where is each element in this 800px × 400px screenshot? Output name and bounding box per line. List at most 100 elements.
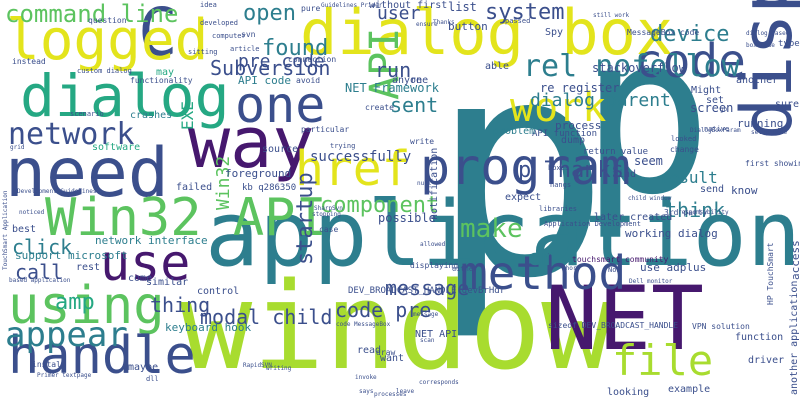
cloud-word: child window bbox=[628, 195, 672, 202]
cloud-word: looking bbox=[607, 387, 650, 398]
cloud-word: p bbox=[580, 0, 713, 243]
cloud-word: API code bbox=[238, 74, 291, 87]
cloud-word: C bbox=[138, 0, 178, 71]
cloud-word: button bbox=[448, 20, 488, 33]
cloud-word: functionality bbox=[130, 76, 193, 85]
cloud-word: message bbox=[413, 311, 439, 318]
cloud-word: best bbox=[12, 224, 37, 235]
cloud-word: rel nofollow bbox=[523, 49, 740, 84]
cloud-word: install bbox=[32, 360, 66, 369]
cloud-word: run bbox=[375, 58, 412, 82]
cloud-word: network interface bbox=[95, 234, 208, 247]
cloud-word: open bbox=[243, 1, 296, 26]
cloud-word: Might bbox=[691, 85, 722, 96]
cloud-word: em bbox=[528, 246, 555, 271]
cloud-word: failed bbox=[176, 182, 213, 193]
cloud-word: libraries bbox=[539, 205, 577, 213]
cloud-word: keyboard hook bbox=[165, 321, 252, 334]
cloud-word: sure bbox=[775, 99, 800, 110]
cloud-word: program bbox=[420, 138, 631, 196]
cloud-word: change bbox=[670, 145, 699, 154]
cloud-word: source bbox=[262, 144, 299, 155]
cloud-word: running bbox=[737, 117, 784, 130]
cloud-word: p bbox=[430, 0, 611, 344]
cloud-word: scan bbox=[420, 337, 435, 344]
cloud-word: find bbox=[612, 169, 637, 180]
cloud-word: anyone bbox=[392, 75, 429, 86]
cloud-word: re bbox=[410, 75, 423, 86]
cloud-word: first showing bbox=[745, 159, 800, 168]
cloud-word: crashes bbox=[130, 110, 173, 121]
cloud-word: know bbox=[731, 184, 758, 197]
cloud-word: touchsmart community bbox=[572, 255, 669, 264]
cloud-word: window bbox=[180, 258, 614, 397]
cloud-word: dialog based bbox=[746, 30, 790, 37]
cloud-word: create bbox=[365, 103, 394, 112]
cloud-word: dll bbox=[146, 375, 159, 383]
cloud-word: command line bbox=[5, 0, 179, 28]
cloud-word: kb q286350 bbox=[242, 183, 297, 193]
cloud-word: pre code bbox=[238, 51, 325, 72]
cloud-word: TouchSmart Application bbox=[2, 190, 9, 270]
cloud-word: NET bbox=[545, 267, 704, 370]
cloud-word: short bbox=[562, 265, 581, 272]
cloud-word: href bbox=[295, 141, 411, 197]
cloud-word: HP TouchSmart bbox=[766, 242, 775, 305]
cloud-word: sent bbox=[390, 93, 439, 117]
cloud-word: type bbox=[778, 39, 800, 49]
cloud-word: problem bbox=[493, 126, 536, 137]
cloud-word: Development Guidelines bbox=[17, 188, 97, 195]
cloud-word: invoke bbox=[355, 374, 377, 381]
cloud-word: DialogBoxParam bbox=[690, 127, 741, 134]
cloud-word: corresponds bbox=[419, 379, 459, 386]
cloud-word: return value bbox=[583, 147, 649, 157]
cloud-word: writing bbox=[266, 365, 292, 372]
cloud-word: boxes bbox=[548, 164, 570, 172]
cloud-word: Guidelines Primer bbox=[321, 2, 383, 9]
cloud-word: trying bbox=[330, 142, 356, 150]
cloud-word: p Thanks bbox=[518, 158, 624, 183]
cloud-word: ensure bbox=[416, 21, 438, 28]
cloud-word: Subversion bbox=[210, 56, 331, 80]
cloud-word: particular bbox=[301, 125, 350, 134]
cloud-word: computer bbox=[212, 32, 246, 40]
cloud-word: API function bbox=[532, 129, 598, 139]
cloud-word: based application bbox=[9, 277, 71, 284]
cloud-word: want bbox=[380, 353, 405, 364]
cloud-word: system bbox=[485, 0, 565, 25]
cloud-word: custom dialog bbox=[77, 67, 132, 75]
cloud-word: without first bbox=[369, 0, 448, 11]
cloud-word: seem bbox=[634, 154, 663, 168]
cloud-word: stackoverflow bbox=[592, 61, 686, 75]
cloud-word: noticed bbox=[19, 209, 45, 216]
cloud-word: sizeof DEV_BROADCAST_HANDLE bbox=[548, 321, 679, 330]
cloud-word: list bbox=[448, 0, 477, 14]
cloud-word: 3rd party bbox=[664, 208, 708, 217]
cloud-word: scenario bbox=[70, 110, 104, 118]
cloud-word: network bbox=[8, 117, 135, 152]
cloud-word: support microsoft bbox=[15, 249, 128, 262]
cloud-word: passed bbox=[505, 17, 531, 25]
cloud-word: expect bbox=[505, 192, 542, 203]
cloud-word: stopping bbox=[312, 211, 341, 218]
cloud-word: EXE bbox=[178, 101, 197, 130]
cloud-word: grid bbox=[10, 144, 25, 151]
cloud-word: successfully bbox=[310, 149, 412, 165]
cloud-word: Application Development bbox=[544, 220, 641, 228]
cloud-word: notification bbox=[429, 147, 440, 220]
cloud-word: MessageBox code bbox=[627, 28, 700, 37]
cloud-word: responsibility bbox=[678, 209, 729, 216]
cloud-word: native bbox=[704, 125, 730, 133]
cloud-word: need bbox=[5, 134, 169, 213]
cloud-word: Primer textpage bbox=[37, 372, 92, 379]
cloud-word: leave bbox=[396, 388, 415, 395]
cloud-word: Now bbox=[608, 266, 621, 274]
cloud-word: possible bbox=[378, 211, 436, 225]
cloud-word: either bbox=[452, 265, 478, 273]
cloud-word: think bbox=[665, 198, 726, 222]
cloud-word: later created bbox=[594, 212, 673, 223]
cloud-word: displaying bbox=[410, 261, 459, 270]
cloud-word: appear bbox=[5, 315, 128, 355]
cloud-word: process bbox=[555, 119, 602, 132]
cloud-word: DEV_BROADCAST_HANDLE devBrHdr bbox=[348, 286, 506, 296]
